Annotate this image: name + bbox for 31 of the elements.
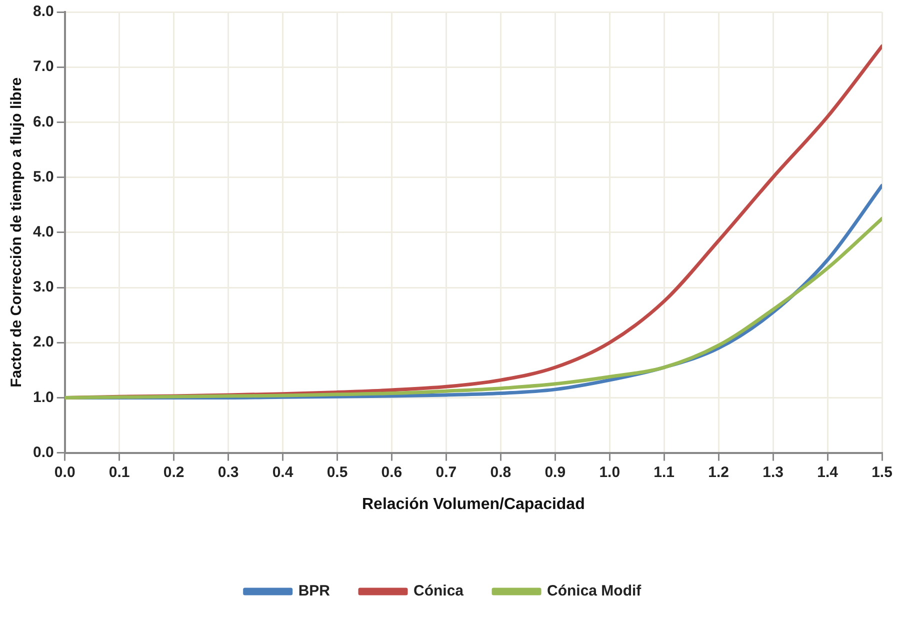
y-tick-label: 6.0 (32, 113, 54, 130)
x-tick-label: 1.0 (599, 464, 620, 481)
x-tick-label: 1.4 (817, 464, 839, 481)
line-series (64, 216, 882, 400)
y-tick-label: 1.0 (32, 388, 54, 406)
x-tick-label: 1.1 (654, 464, 675, 481)
legend-label: BPR (298, 582, 330, 600)
x-tick-label: 0.0 (54, 464, 76, 481)
x-tick-label: 1.3 (762, 464, 784, 481)
y-tick-label: 8.0 (32, 3, 54, 20)
x-tick-label: 1.5 (872, 464, 892, 481)
x-tick-label: 0.4 (272, 464, 294, 481)
y-tick-label: 3.0 (32, 278, 54, 296)
x-tick-label: 0.8 (490, 464, 512, 481)
x-tick-label: 0.7 (436, 464, 457, 481)
x-tick-label: 0.3 (218, 464, 239, 481)
x-tick-label: 0.5 (326, 464, 348, 481)
x-tick-label: 0.9 (544, 464, 566, 481)
y-tick-label: 4.0 (32, 224, 54, 241)
legend-label: Cónica (414, 582, 464, 600)
x-axis-title: Relación Volumen/Capacidad (362, 496, 585, 513)
y-tick-label: 2.0 (32, 334, 54, 351)
y-tick-label: 5.0 (32, 168, 54, 186)
x-tick-label: 1.2 (708, 464, 729, 481)
y-tick-label: 7.0 (32, 58, 54, 76)
y-tick-label: 0.0 (32, 444, 54, 461)
x-tick-label: 0.6 (381, 464, 402, 481)
x-tick-label: 0.2 (163, 464, 184, 481)
x-tick-label: 0.1 (108, 464, 130, 481)
y-axis-title: Factor de Corrección de tiempo a flujo libre (8, 77, 26, 388)
legend-label: Cónica Modif (547, 582, 642, 600)
